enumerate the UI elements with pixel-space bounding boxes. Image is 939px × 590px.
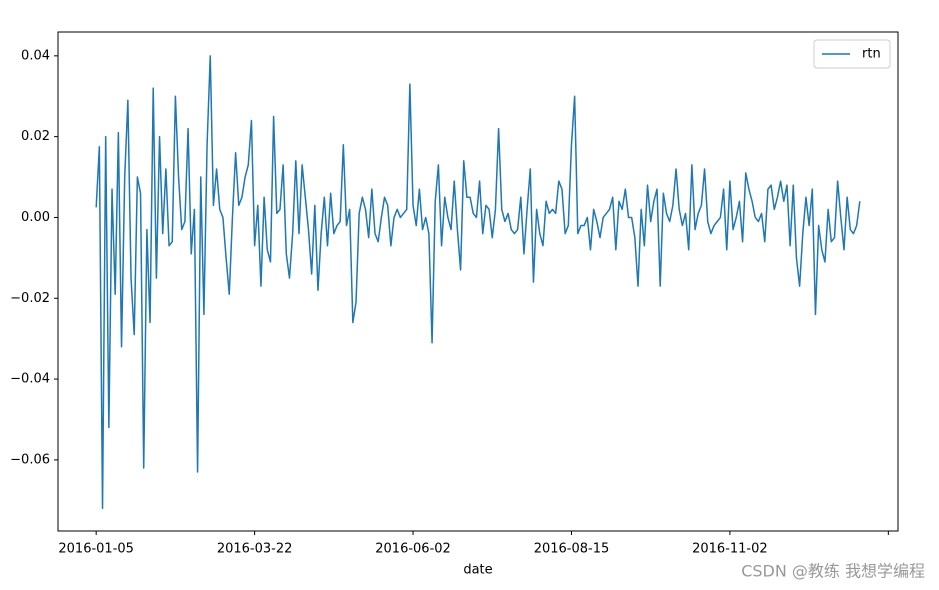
x-tick-label: 2016-11-02 (692, 542, 768, 557)
legend-box (813, 39, 891, 69)
y-tick-label: 0.00 (21, 210, 50, 225)
data-line (95, 55, 861, 510)
y-tick-label: 0.02 (21, 129, 50, 144)
y-tick-label: −0.04 (10, 372, 50, 387)
watermark: CSDN @教练 我想学编程 (741, 562, 925, 581)
x-tick-label: 2016-03-22 (217, 542, 293, 557)
legend-label: rtn (862, 47, 881, 62)
x-axis-label: date (463, 563, 492, 578)
y-tick-label: −0.06 (10, 452, 50, 467)
plot-frame (57, 31, 899, 532)
x-tick-label: 2016-06-02 (375, 542, 451, 557)
x-tick-label: 2016-08-15 (534, 542, 610, 557)
y-tick-label: 0.04 (21, 48, 50, 63)
x-tick-label: 2016-01-05 (58, 542, 134, 557)
y-tick-label: −0.02 (10, 291, 50, 306)
